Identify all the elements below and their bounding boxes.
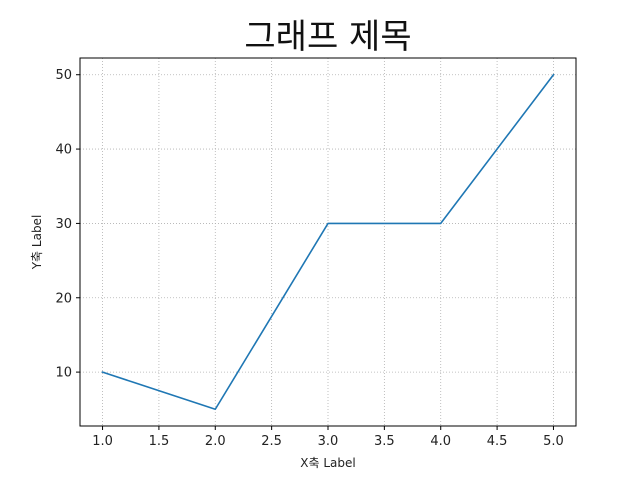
- x-tick-label: 4.0: [430, 434, 451, 449]
- y-tick-label: 10: [55, 366, 72, 381]
- x-axis-label: X축 Label: [300, 456, 355, 470]
- series-layer: [101, 73, 555, 411]
- x-tick-label: 2.0: [205, 434, 226, 449]
- x-tick-label: 3.0: [318, 434, 339, 449]
- x-tick-label: 5.0: [543, 434, 564, 449]
- x-tick-label: 1.5: [149, 434, 170, 449]
- y-axis-label: Y축 Label: [30, 215, 44, 271]
- y-tick-label: 30: [55, 217, 72, 232]
- y-tick-label: 20: [55, 291, 72, 306]
- x-tick-label: 1.0: [92, 434, 113, 449]
- x-axis: 1.0 1.5 2.0 2.5 3.0 3.5 4.0 4.5 5.0: [92, 426, 564, 449]
- chart-title: 그래프 제목: [244, 17, 411, 57]
- x-tick-label: 2.5: [261, 434, 282, 449]
- y-axis: 10 20 30 40 50: [55, 68, 80, 381]
- x-tick-label: 4.5: [487, 434, 508, 449]
- y-tick-label: 40: [55, 143, 72, 158]
- grid: [80, 58, 576, 426]
- series-line: [101, 73, 555, 411]
- x-tick-label: 3.5: [374, 434, 395, 449]
- y-tick-label: 50: [55, 68, 72, 83]
